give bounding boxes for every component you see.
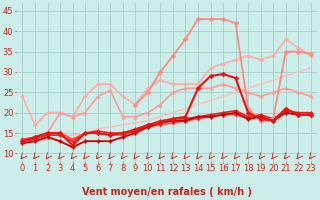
X-axis label: Vent moyen/en rafales ( km/h ): Vent moyen/en rafales ( km/h ) [82,187,252,197]
